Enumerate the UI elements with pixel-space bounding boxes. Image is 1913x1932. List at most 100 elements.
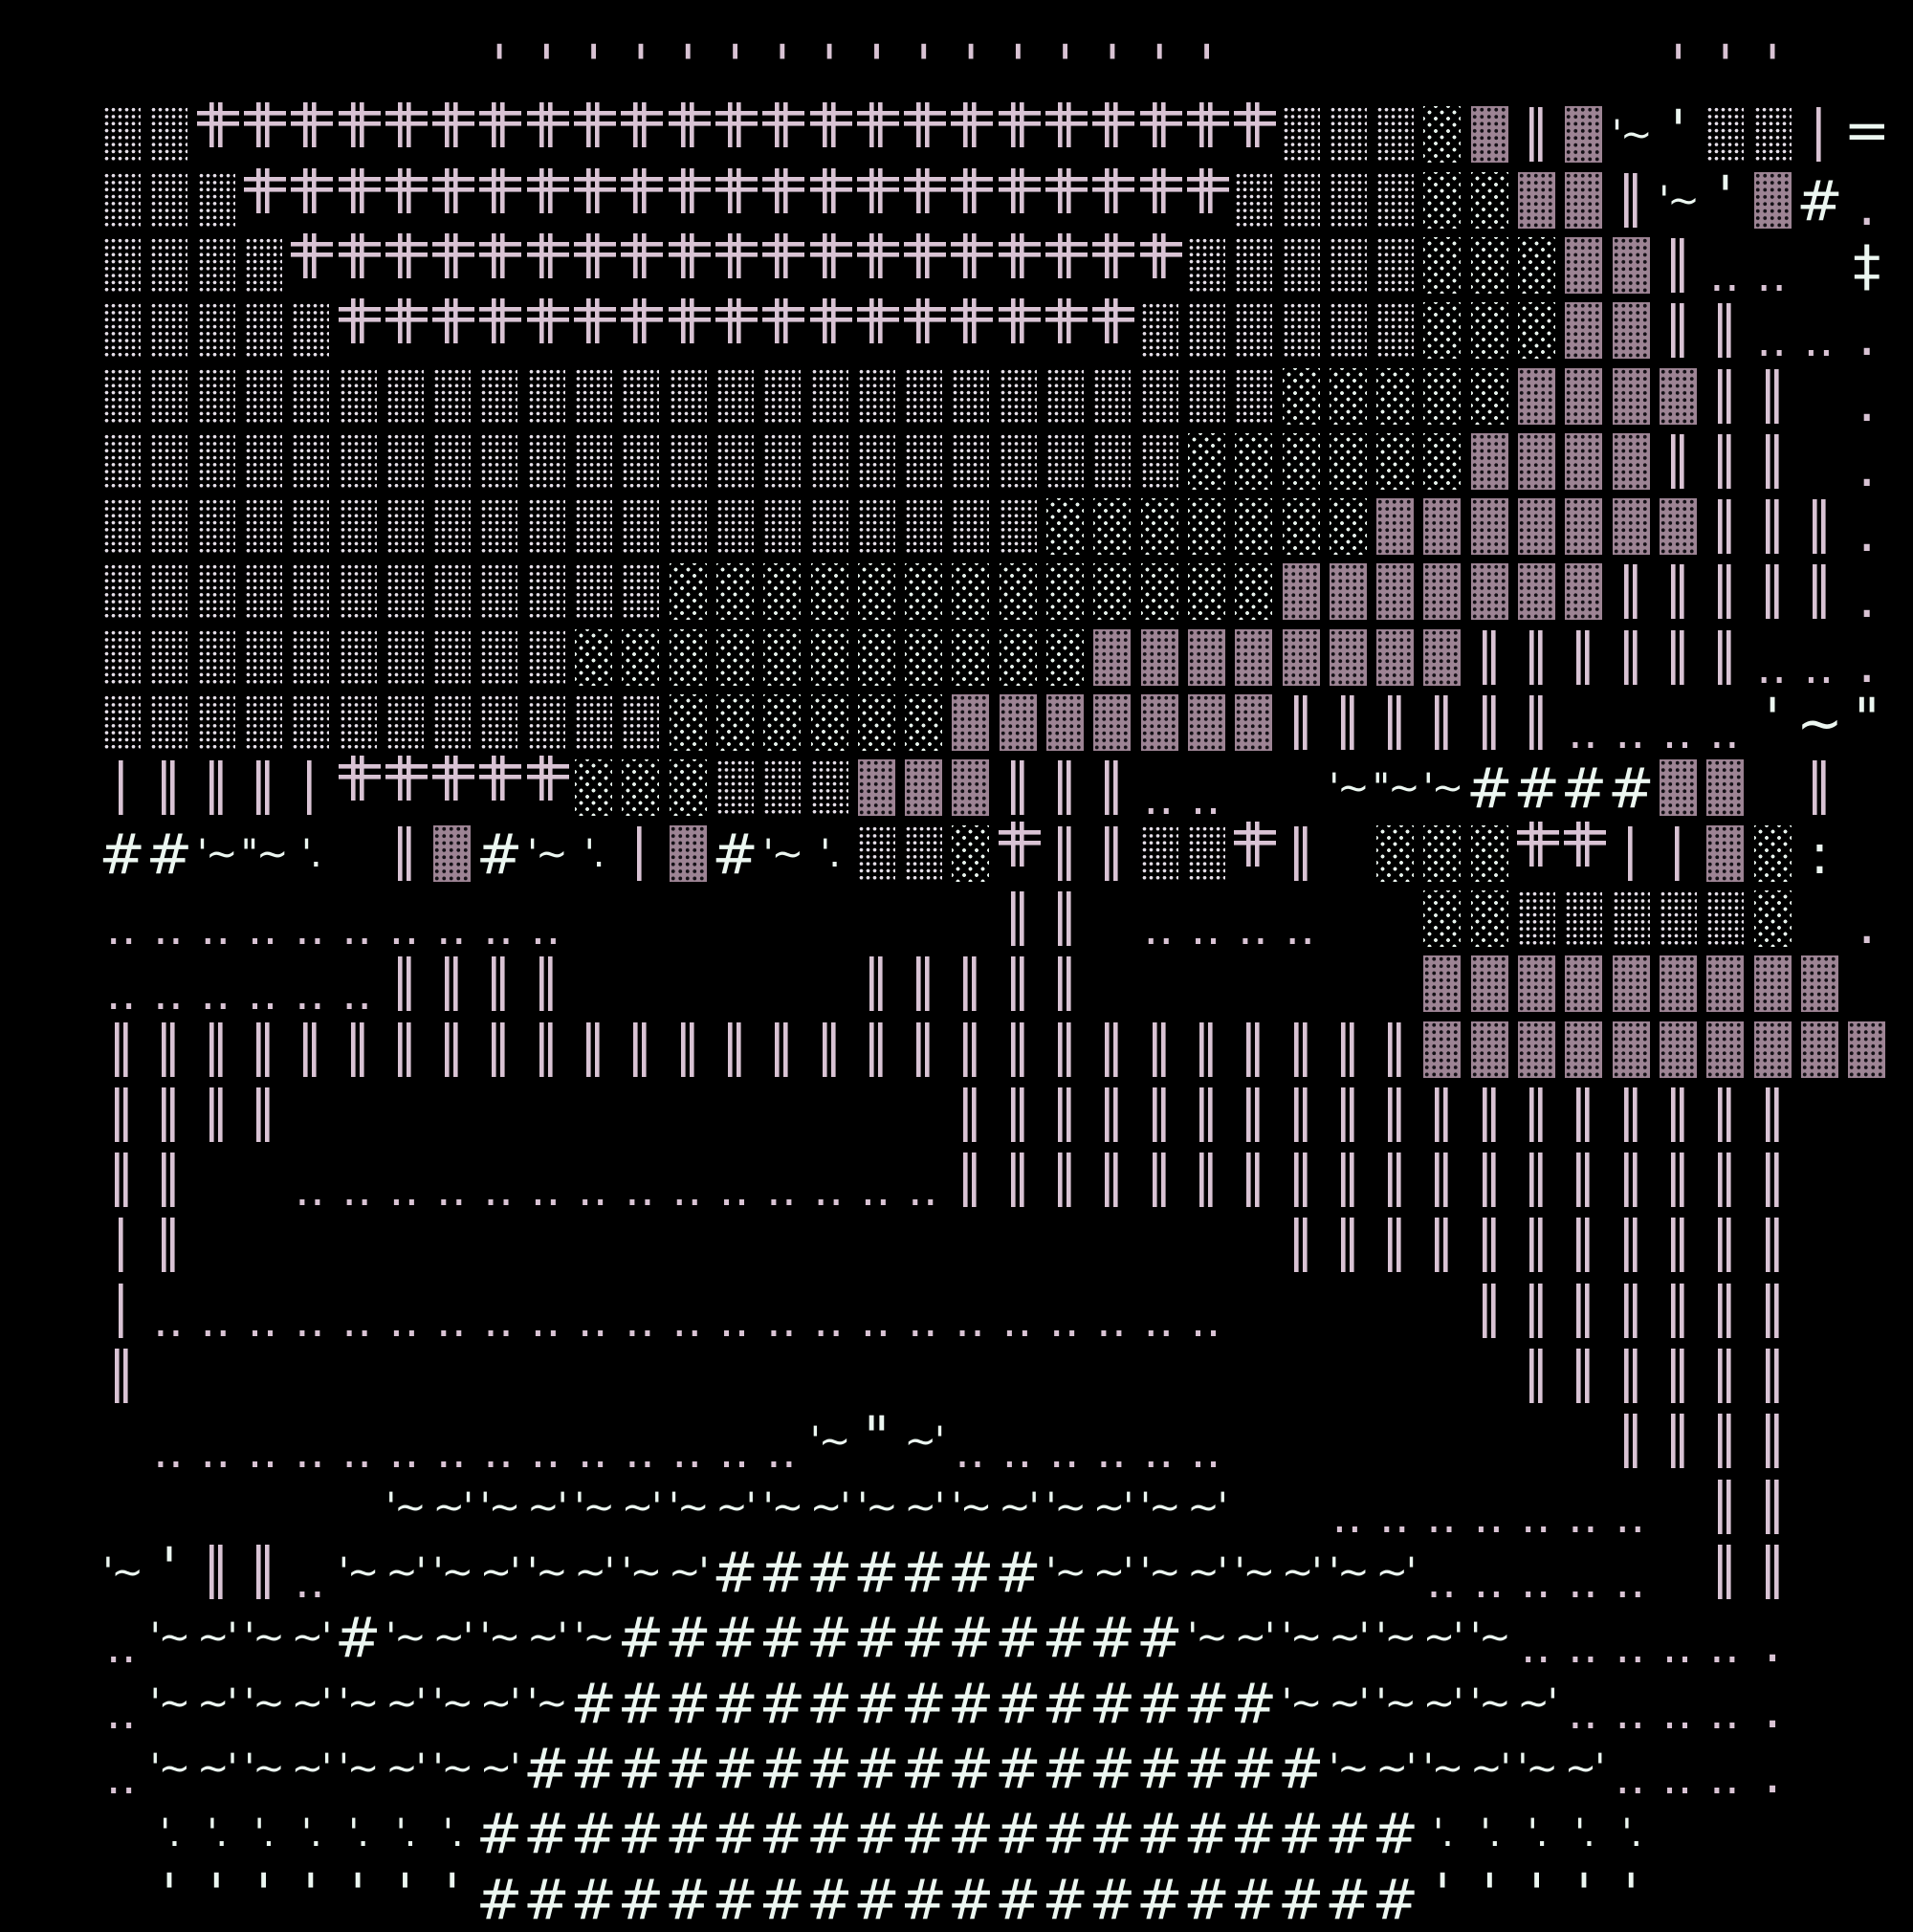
art-cell (429, 626, 475, 691)
cross-glyph (287, 232, 335, 299)
text-glyph: # (947, 1801, 995, 1867)
art-cell (1702, 756, 1748, 821)
bar-glyph (947, 1017, 995, 1083)
text-glyph: " (864, 1404, 890, 1470)
dither-block (103, 432, 141, 490)
dither-block (527, 694, 565, 751)
dither-block (763, 628, 802, 686)
dither-block (1518, 563, 1555, 621)
text-glyph: ‥ (955, 1293, 988, 1348)
text-glyph: '~ (621, 1550, 662, 1595)
art-cell (1278, 626, 1325, 691)
art-cell (523, 364, 570, 429)
text-glyph: # (664, 1801, 712, 1867)
art-cell (240, 233, 287, 298)
text-glyph: ‥ (105, 1751, 139, 1806)
art-cell (806, 626, 853, 691)
dither-block (1235, 171, 1273, 229)
text-glyph: # (995, 1801, 1042, 1867)
cross-glyph (1135, 102, 1183, 168)
art-cell (617, 429, 664, 494)
dither-block (197, 628, 235, 686)
bar-glyph (1513, 1344, 1561, 1410)
art-cell (1513, 364, 1560, 429)
dither-block (1376, 563, 1415, 621)
text-glyph: ‥ (1567, 706, 1600, 760)
dither-block (1470, 563, 1508, 621)
text-glyph: ‥ (1285, 902, 1318, 956)
text-glyph: # (1042, 1670, 1088, 1736)
dither-block (244, 432, 282, 490)
art-cell (1466, 102, 1513, 167)
art-cell (1513, 887, 1560, 952)
art-cell (1702, 887, 1748, 952)
text-glyph: ' (444, 1861, 460, 1927)
dither-block (715, 694, 754, 751)
text-glyph: # (1325, 1801, 1372, 1867)
art-cell (617, 756, 664, 821)
dither-block (1187, 367, 1225, 425)
text-glyph: # (617, 1605, 665, 1671)
text-glyph: '~ (1611, 113, 1652, 158)
art-cell (1796, 952, 1843, 1017)
dither-block (1423, 106, 1462, 164)
text-glyph: '~ (1659, 178, 1699, 223)
cross-glyph (429, 232, 476, 299)
text-glyph: '~ (432, 1550, 473, 1595)
text-glyph: ' (1528, 1861, 1545, 1927)
text-glyph: # (1183, 1670, 1230, 1736)
dither-block (385, 563, 424, 621)
cross-glyph (334, 167, 382, 233)
art-cell (523, 691, 570, 756)
art-cell (1136, 364, 1183, 429)
dither-block (622, 432, 660, 490)
art-cell (523, 626, 570, 691)
bar-glyph (1418, 1082, 1466, 1149)
art-cell (193, 298, 240, 363)
text-glyph: # (853, 1866, 900, 1932)
text-glyph: . (1858, 891, 1876, 957)
art-cell (1325, 168, 1372, 233)
text-glyph: # (664, 1670, 712, 1736)
text-glyph: ‥ (483, 1163, 517, 1218)
text-glyph: # (475, 1866, 523, 1932)
dither-block (575, 694, 612, 751)
bar-glyph (994, 756, 1042, 822)
text-glyph: # (805, 1540, 853, 1606)
cross-glyph (239, 102, 288, 168)
dither-block (1470, 171, 1508, 229)
text-glyph: : (1810, 821, 1830, 887)
art-cell (853, 429, 900, 494)
bar-glyph (1795, 756, 1844, 822)
dither-block (1612, 302, 1650, 360)
bar-glyph (1042, 821, 1089, 887)
text-glyph: '~ (1045, 1550, 1086, 1595)
dither-block (150, 106, 188, 164)
cross-glyph (852, 298, 901, 364)
art-cell (1372, 233, 1418, 298)
art-cell (287, 626, 334, 691)
art-cell (287, 691, 334, 756)
cross-glyph (1042, 102, 1089, 168)
text-glyph: ‥ (1048, 1424, 1082, 1479)
text-glyph: ‥ (907, 1163, 940, 1218)
text-glyph: ~' (291, 1615, 332, 1660)
dither-block (1282, 106, 1320, 164)
dither-block (1046, 498, 1084, 556)
dither-block (905, 824, 943, 882)
text-glyph: ~' (527, 1484, 567, 1529)
art-cell (947, 756, 994, 821)
text-glyph: # (947, 1735, 995, 1801)
cross-glyph (759, 232, 806, 299)
text-glyph: ‥ (530, 1424, 563, 1479)
bar-glyph (1135, 1017, 1183, 1083)
bar-glyph (239, 1539, 288, 1606)
text-glyph: ' (632, 33, 649, 98)
art-cell (712, 756, 759, 821)
art-cell (1749, 887, 1796, 952)
text-glyph: ‥ (294, 1555, 327, 1610)
art-cell (1608, 1018, 1655, 1083)
bar-glyph (900, 1017, 948, 1083)
dither-block (1706, 955, 1745, 1013)
dither-block (1282, 171, 1320, 229)
